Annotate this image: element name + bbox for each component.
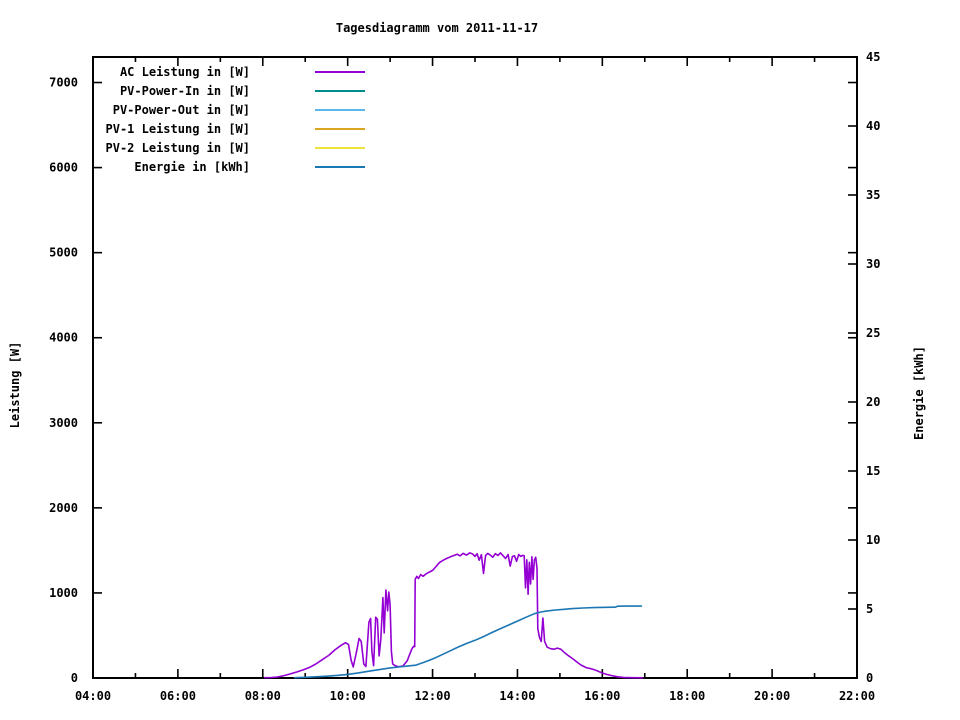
- y-right-tick-label: 10: [866, 533, 880, 547]
- legend-label: PV-Power-Out in [W]: [112, 103, 250, 117]
- y-left-tick-label: 0: [71, 671, 78, 685]
- x-axis-tick-label: 22:00: [839, 689, 875, 703]
- legend-label: AC Leistung in [W]: [119, 65, 250, 79]
- x-axis-tick-label: 04:00: [75, 689, 111, 703]
- y-left-tick-label: 2000: [49, 501, 78, 515]
- legend-row: PV-1 Leistung in [W]: [0, 121, 420, 137]
- y-right-tick-label: 20: [866, 395, 880, 409]
- legend-label: PV-2 Leistung in [W]: [105, 141, 251, 155]
- y-left-tick-label: 7000: [49, 76, 78, 90]
- legend-row: PV-Power-Out in [W]: [0, 102, 420, 118]
- legend-row: PV-Power-In in [W]: [0, 83, 420, 99]
- legend-row: PV-2 Leistung in [W]: [0, 140, 420, 156]
- y-left-tick-label: 5000: [49, 246, 78, 260]
- y-left-tick-label: 6000: [49, 161, 78, 175]
- y-right-tick-label: 35: [866, 188, 880, 202]
- chart-title: Tagesdiagramm vom 2011-11-17: [335, 21, 539, 35]
- y-left-tick-label: 1000: [49, 586, 78, 600]
- legend-row: AC Leistung in [W]: [0, 64, 420, 80]
- x-axis-tick-label: 06:00: [160, 689, 196, 703]
- x-axis-tick-label: 20:00: [754, 689, 790, 703]
- y-right-tick-label: 5: [866, 602, 873, 616]
- series-line-energie-in-kwh: [293, 605, 643, 679]
- y-left-tick-label: 4000: [49, 331, 78, 345]
- y-right-tick-label: 25: [866, 326, 880, 340]
- x-axis-tick-label: 10:00: [330, 689, 366, 703]
- legend-label: Energie in [kWh]: [134, 160, 250, 174]
- x-axis-tick-label: 12:00: [414, 689, 450, 703]
- legend-label: PV-1 Leistung in [W]: [105, 122, 251, 136]
- legend-color-line: [315, 166, 365, 168]
- legend-label: PV-Power-In in [W]: [119, 84, 250, 98]
- x-axis-tick-label: 18:00: [669, 689, 705, 703]
- legend-color-line: [315, 109, 365, 111]
- legend-color-line: [315, 71, 365, 73]
- y-right-tick-label: 15: [866, 464, 880, 478]
- y-right-tick-label: 30: [866, 257, 880, 271]
- y-right-tick-label: 40: [866, 119, 880, 133]
- legend-row: Energie in [kWh]: [0, 159, 420, 175]
- legend-color-line: [315, 147, 365, 149]
- legend-color-line: [315, 90, 365, 92]
- y-right-tick-label: 0: [866, 671, 873, 685]
- series-line-ac-leistung-in-w: [264, 551, 644, 679]
- x-axis-tick-label: 16:00: [584, 689, 620, 703]
- x-axis-tick-label: 08:00: [245, 689, 281, 703]
- y-right-tick-label: 45: [866, 50, 880, 64]
- y-left-tick-label: 3000: [49, 416, 78, 430]
- x-axis-tick-label: 14:00: [499, 689, 535, 703]
- legend-color-line: [315, 128, 365, 130]
